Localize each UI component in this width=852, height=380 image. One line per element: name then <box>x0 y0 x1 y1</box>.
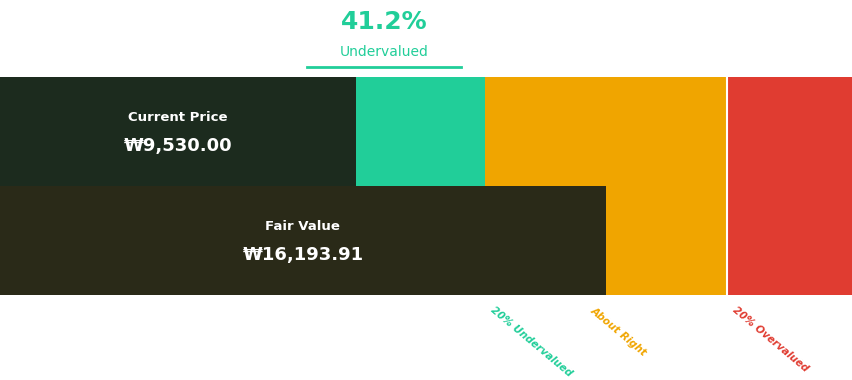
Text: 41.2%: 41.2% <box>340 10 427 33</box>
Bar <box>484 77 726 295</box>
Text: About Right: About Right <box>588 305 648 357</box>
Text: Undervalued: Undervalued <box>339 45 428 59</box>
Text: 20% Overvalued: 20% Overvalued <box>730 305 809 374</box>
Text: 20% Undervalued: 20% Undervalued <box>488 305 573 378</box>
Text: ₩9,530.00: ₩9,530.00 <box>124 137 233 155</box>
Text: Fair Value: Fair Value <box>265 220 340 233</box>
Text: ₩16,193.91: ₩16,193.91 <box>242 246 363 264</box>
Bar <box>0 77 484 295</box>
Bar <box>0 186 605 295</box>
Text: Current Price: Current Price <box>129 111 227 124</box>
Bar <box>0 77 356 186</box>
Bar <box>726 77 852 295</box>
